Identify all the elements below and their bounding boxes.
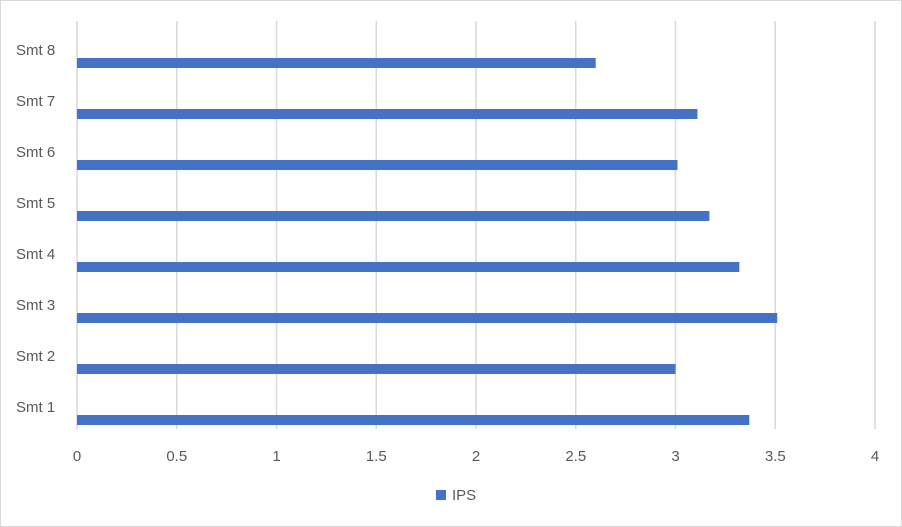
category-axis: Smt 1 Smt 2 Smt 3 Smt 4 Smt 5 Smt 6 Smt 7 Smt 8: [16, 42, 55, 416]
y-category-label: Smt 1: [16, 399, 55, 416]
bar-series: [77, 58, 778, 425]
y-category-label: Smt 8: [16, 42, 55, 59]
x-tick-label: 4: [871, 448, 879, 465]
bar-smt-2: [77, 364, 676, 374]
x-tick-label: 2: [472, 448, 480, 465]
bar-smt-6: [77, 160, 678, 170]
gridlines: [76, 21, 876, 429]
x-tick-label: 1: [272, 448, 280, 465]
x-tick-label: 2.5: [565, 448, 586, 465]
x-tick-label: 3: [671, 448, 679, 465]
legend-swatch-ips: [436, 490, 446, 500]
x-tick-label: 3.5: [765, 448, 786, 465]
x-tick-label: 1.5: [366, 448, 387, 465]
legend-label-ips: IPS: [452, 487, 476, 504]
bar-smt-5: [77, 211, 710, 221]
y-category-label: Smt 3: [16, 297, 55, 314]
bar-smt-8: [77, 58, 596, 68]
y-category-label: Smt 5: [16, 195, 55, 212]
bar-smt-4: [77, 262, 740, 272]
x-tick-label: 0: [73, 448, 81, 465]
legend: IPS: [436, 487, 476, 504]
bar-smt-3: [77, 313, 778, 323]
value-axis: 0 0.5 1 1.5 2 2.5 3 3.5 4: [73, 448, 879, 465]
y-category-label: Smt 6: [16, 144, 55, 161]
y-category-label: Smt 7: [16, 93, 55, 110]
bar-smt-7: [77, 109, 698, 119]
bar-smt-1: [77, 415, 750, 425]
y-category-label: Smt 2: [16, 348, 55, 365]
x-tick-label: 0.5: [166, 448, 187, 465]
y-category-label: Smt 4: [16, 246, 55, 263]
